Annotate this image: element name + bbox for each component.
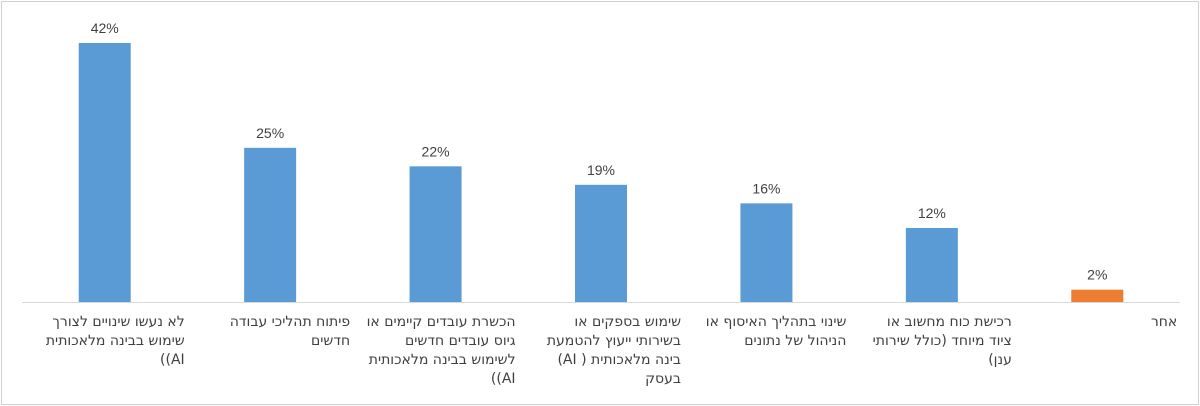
bar-1 — [244, 147, 297, 302]
category-label-0: לא נעשו שינויים לצורך שימוש בבינה מלאכות… — [45, 314, 185, 368]
bar-0 — [78, 43, 131, 302]
bar-5 — [905, 228, 958, 302]
bar-2 — [409, 166, 462, 302]
bar-3 — [575, 184, 627, 302]
bar-4 — [740, 203, 793, 302]
category-label-4: שינוי בתהליך האיסוף או הניהול של נתונים — [705, 314, 847, 349]
category-label-5: רכישת כוח מחשוב או ציוד מיוחד (כולל שירו… — [872, 314, 1012, 368]
value-label-3: 19% — [587, 162, 615, 178]
value-label-1: 25% — [256, 125, 284, 141]
value-labels-group: 42% 25% 22% 19% 16% 12% 2% — [91, 20, 1108, 283]
value-label-5: 12% — [918, 205, 946, 221]
category-label-6: אחר — [1150, 314, 1178, 330]
value-label-6: 2% — [1087, 267, 1107, 283]
category-label-3: שימוש בספקים או בשירותי ייעוץ להטמעת בינ… — [546, 314, 681, 387]
value-label-0: 42% — [91, 20, 119, 36]
value-label-2: 22% — [422, 143, 450, 159]
bar-6 — [1071, 289, 1124, 302]
value-label-4: 16% — [752, 180, 780, 196]
category-label-1: פיתוח תהליכי עבודה חדשים — [229, 314, 351, 349]
category-label-2: הכשרת עובדים קיימים או גיוס עובדים חדשים… — [366, 314, 516, 387]
bars-group — [78, 43, 1124, 302]
